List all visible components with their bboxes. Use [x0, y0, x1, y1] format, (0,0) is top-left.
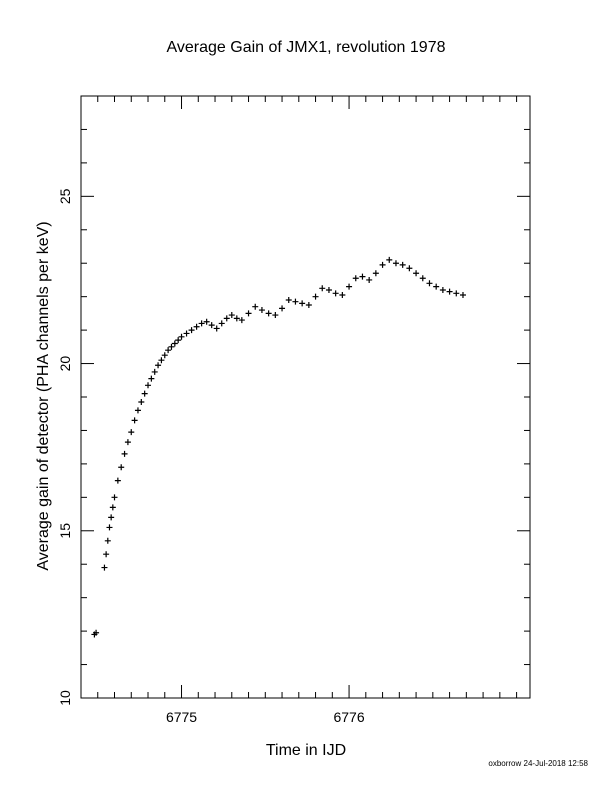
data-point: [193, 323, 200, 330]
data-point: [114, 477, 121, 484]
data-point: [299, 300, 306, 307]
data-point: [165, 347, 172, 354]
data-point: [439, 286, 446, 293]
data-point: [175, 337, 182, 344]
data-point: [168, 343, 175, 350]
data-point: [141, 390, 148, 397]
data-point: [459, 291, 466, 298]
y-tick-label: 25: [57, 188, 73, 204]
data-point: [366, 276, 373, 283]
data-point: [312, 293, 319, 300]
data-point: [285, 297, 292, 304]
data-point: [121, 450, 128, 457]
data-point: [203, 318, 210, 325]
y-tick-labels: 10 15 20 25: [57, 188, 73, 705]
data-point: [339, 291, 346, 298]
minor-ticks: [80, 95, 530, 698]
data-point: [372, 270, 379, 277]
data-point: [104, 537, 111, 544]
data-point: [233, 315, 240, 322]
data-point: [198, 320, 205, 327]
data-point: [161, 352, 168, 359]
y-axis-label: Average gain of detector (PHA channels p…: [35, 221, 52, 570]
chart-title: Average Gain of JMX1, revolution 1978: [167, 39, 446, 56]
data-point: [346, 283, 353, 290]
data-point: [245, 310, 252, 317]
data-point: [208, 322, 215, 329]
data-point: [265, 310, 272, 317]
data-point: [111, 494, 118, 501]
data-point: [178, 333, 185, 340]
data-point: [108, 514, 115, 521]
data-point: [228, 312, 235, 319]
x-tick-label: 6776: [333, 709, 364, 725]
data-point: [106, 524, 113, 531]
data-point: [158, 357, 165, 364]
data-point: [426, 280, 433, 287]
data-point: [93, 629, 100, 636]
data-point: [292, 298, 299, 305]
data-point: [213, 325, 220, 332]
data-point: [279, 305, 286, 312]
data-point: [183, 330, 190, 337]
data-point: [386, 256, 393, 263]
data-point: [188, 327, 195, 334]
data-point: [223, 315, 230, 322]
data-point: [392, 260, 399, 267]
x-tick-label: 6775: [166, 709, 197, 725]
y-tick-label: 10: [57, 690, 73, 706]
data-point: [258, 307, 265, 314]
major-ticks: [81, 96, 530, 699]
data-point: [252, 303, 259, 310]
data-point: [131, 417, 138, 424]
data-point: [238, 317, 245, 324]
x-tick-labels: 6775 6776: [166, 709, 365, 725]
data-point: [413, 270, 420, 277]
data-point: [128, 429, 135, 436]
data-point: [148, 375, 155, 382]
data-point: [379, 261, 386, 268]
data-point: [399, 261, 406, 268]
data-point: [453, 290, 460, 297]
data-point: [419, 275, 426, 282]
data-point: [305, 302, 312, 309]
data-point: [155, 362, 162, 369]
y-tick-label: 15: [57, 523, 73, 539]
data-point: [109, 504, 116, 511]
data-point: [272, 312, 279, 319]
data-points: [91, 256, 466, 638]
x-axis-label: Time in IJD: [266, 742, 346, 759]
data-point: [124, 439, 131, 446]
data-point: [319, 285, 326, 292]
data-point: [446, 288, 453, 295]
data-point: [151, 368, 158, 375]
data-point: [134, 407, 141, 414]
data-point: [171, 340, 178, 347]
data-point: [325, 286, 332, 293]
data-point: [218, 320, 225, 327]
data-point: [145, 382, 152, 389]
data-point: [101, 564, 108, 571]
data-point: [118, 464, 125, 471]
data-point: [103, 551, 110, 558]
data-point: [352, 275, 359, 282]
data-point: [359, 273, 366, 280]
data-point: [433, 283, 440, 290]
data-point: [406, 265, 413, 272]
data-point: [138, 399, 145, 406]
plot-frame: [80, 95, 531, 699]
y-tick-label: 20: [57, 356, 73, 372]
footer-credit: oxborrow 24-Jul-2018 12:58: [488, 759, 588, 768]
data-point: [332, 290, 339, 297]
